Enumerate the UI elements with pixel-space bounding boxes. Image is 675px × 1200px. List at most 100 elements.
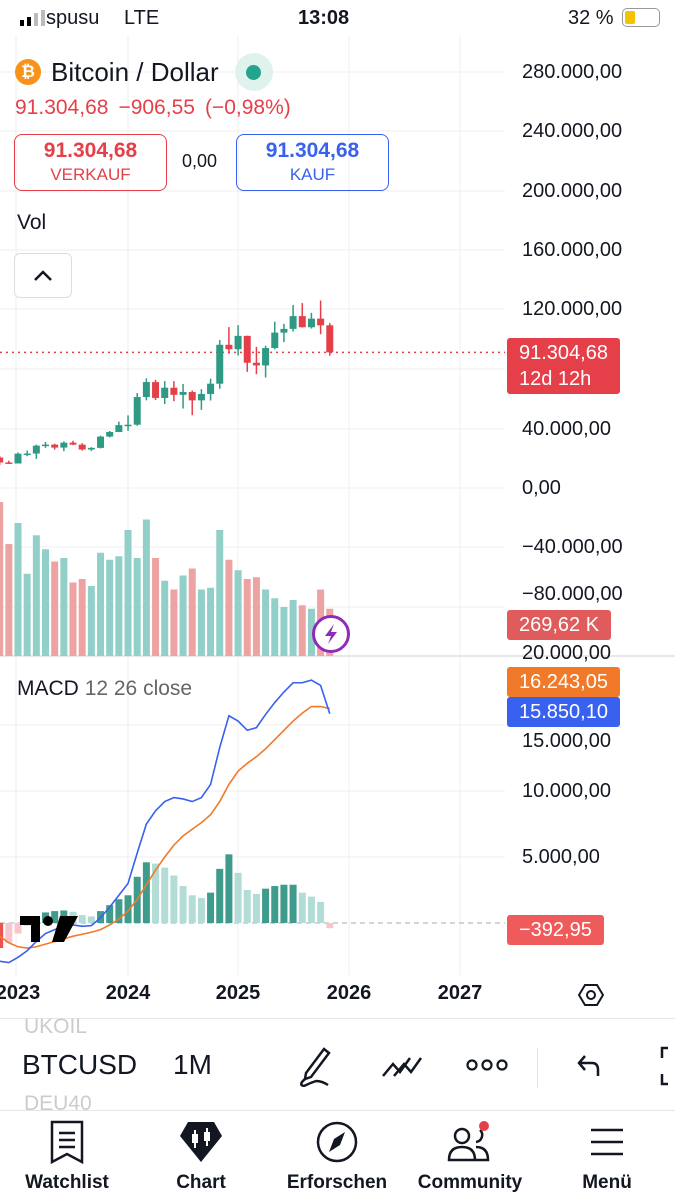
- divider: [0, 1110, 675, 1111]
- time-axis-label: 2024: [105, 982, 151, 1004]
- histogram-bar: [207, 892, 215, 923]
- nav-chart[interactable]: Chart: [141, 1120, 261, 1194]
- volume-bar: [51, 561, 59, 656]
- candle-body: [289, 316, 297, 329]
- volume-bar: [142, 519, 150, 656]
- sell-button[interactable]: 91.304,68 VERKAUF: [14, 134, 167, 191]
- histogram-tag: −392,95: [507, 915, 604, 945]
- alert-lightning-button[interactable]: [312, 615, 350, 653]
- undo-icon[interactable]: [575, 1052, 605, 1080]
- histogram-bar: [317, 901, 325, 923]
- price-axis-label: 200.000,00: [522, 180, 623, 202]
- collapse-legend-button[interactable]: [14, 253, 72, 298]
- histogram-bar: [216, 868, 224, 923]
- last-price: 91.304,68: [15, 96, 109, 119]
- histogram-bar: [161, 867, 169, 923]
- candle-body: [115, 425, 123, 432]
- battery-icon: [622, 8, 660, 27]
- indicators-icon[interactable]: [380, 1050, 424, 1082]
- volume-bar: [262, 589, 270, 656]
- next-symbol[interactable]: DEU40: [24, 1092, 92, 1115]
- histogram-bar: [298, 892, 306, 923]
- time-axis-label: 2027: [437, 982, 483, 1004]
- buy-price: 91.304,68: [265, 139, 360, 162]
- volume-bar: [243, 579, 251, 656]
- divider: [0, 1018, 675, 1019]
- more-options-icon[interactable]: [466, 1057, 508, 1073]
- nav-label: Watchlist: [25, 1172, 109, 1193]
- macd-axis-label: 15.000,00: [522, 730, 611, 752]
- volume-bar: [161, 580, 169, 656]
- candle-body: [51, 444, 59, 448]
- histogram-bar: [271, 886, 279, 923]
- candle-body: [326, 325, 334, 353]
- battery-percent: 32 %: [568, 7, 614, 29]
- change-value: −906,55: [118, 96, 195, 119]
- volume-bar: [197, 589, 205, 656]
- volume-bar: [170, 589, 178, 656]
- symbol-button[interactable]: BTCUSD: [22, 1049, 138, 1080]
- interval-button[interactable]: 1M: [173, 1049, 212, 1080]
- histogram-bar: [87, 916, 95, 923]
- histogram-bar: [115, 899, 123, 923]
- histogram-bar: [262, 888, 270, 923]
- volume-bars: [0, 502, 334, 656]
- nav-community[interactable]: Community: [410, 1120, 530, 1194]
- macd-line: [0, 679, 331, 964]
- histogram-bar: [152, 863, 160, 923]
- candle-body: [234, 335, 242, 350]
- candle-body: [97, 436, 105, 448]
- candle-body: [307, 318, 315, 328]
- price-axis-label: 0,00: [522, 477, 561, 499]
- volume-bar: [97, 552, 105, 656]
- hamburger-menu-icon: [591, 1128, 623, 1156]
- price-axis-label: 160.000,00: [522, 239, 623, 261]
- histogram-bar: [197, 897, 205, 923]
- prev-symbol[interactable]: UKOIL: [24, 1015, 88, 1038]
- time-axis-label: 2025: [215, 982, 261, 1004]
- histogram-bar: [225, 854, 233, 923]
- volume-bar: [289, 600, 297, 656]
- symbol-header[interactable]: ₿ Bitcoin / Dollar: [15, 53, 273, 91]
- candle-body: [207, 383, 215, 394]
- volume-bar: [106, 559, 114, 656]
- volume-bar: [69, 582, 77, 656]
- macd-params: 12 26 close: [84, 677, 193, 700]
- histogram-bar: [179, 886, 187, 923]
- compass-icon: [316, 1121, 358, 1163]
- volume-legend: Vol: [17, 211, 47, 234]
- bookmark-list-icon: [50, 1120, 84, 1164]
- nav-watchlist[interactable]: Watchlist: [7, 1120, 127, 1194]
- volume-bar: [152, 558, 160, 656]
- histogram-bar: [326, 923, 334, 929]
- chart-canvas[interactable]: [0, 36, 675, 1026]
- candle-body: [32, 445, 40, 454]
- nav-label: Menü: [582, 1172, 632, 1193]
- candle-body: [69, 442, 77, 445]
- time-axis-label: 2023: [0, 982, 41, 1004]
- histogram-bar: [124, 895, 132, 923]
- nav-erforschen[interactable]: Erforschen: [277, 1120, 397, 1194]
- candle-body: [271, 332, 279, 349]
- market-open-indicator[interactable]: [234, 53, 273, 91]
- signal-tag: 16.243,05: [507, 667, 620, 697]
- candle-body: [298, 316, 306, 328]
- last-price-tag: 91.304,68 12d 12h: [507, 338, 620, 394]
- histogram-bar: [14, 923, 22, 934]
- macd-axis-label: 5.000,00: [522, 846, 600, 868]
- nav-menu[interactable]: Menü: [547, 1120, 667, 1194]
- last-price-tag-value: 91.304,68: [519, 342, 608, 364]
- buy-button[interactable]: 91.304,68 KAUF: [236, 134, 389, 191]
- volume-bar: [298, 605, 306, 656]
- candle-body: [87, 447, 95, 450]
- time-axis-label: 2026: [326, 982, 372, 1004]
- drawing-pen-icon[interactable]: [296, 1043, 336, 1087]
- candle-body: [23, 453, 31, 456]
- histogram-bar: [78, 915, 86, 923]
- chart-settings-button[interactable]: [577, 982, 605, 1013]
- fullscreen-icon[interactable]: [654, 1046, 675, 1086]
- histogram-bar: [170, 875, 178, 923]
- candle-body: [262, 348, 270, 366]
- volume-bar: [87, 586, 95, 656]
- candle-body: [124, 424, 132, 427]
